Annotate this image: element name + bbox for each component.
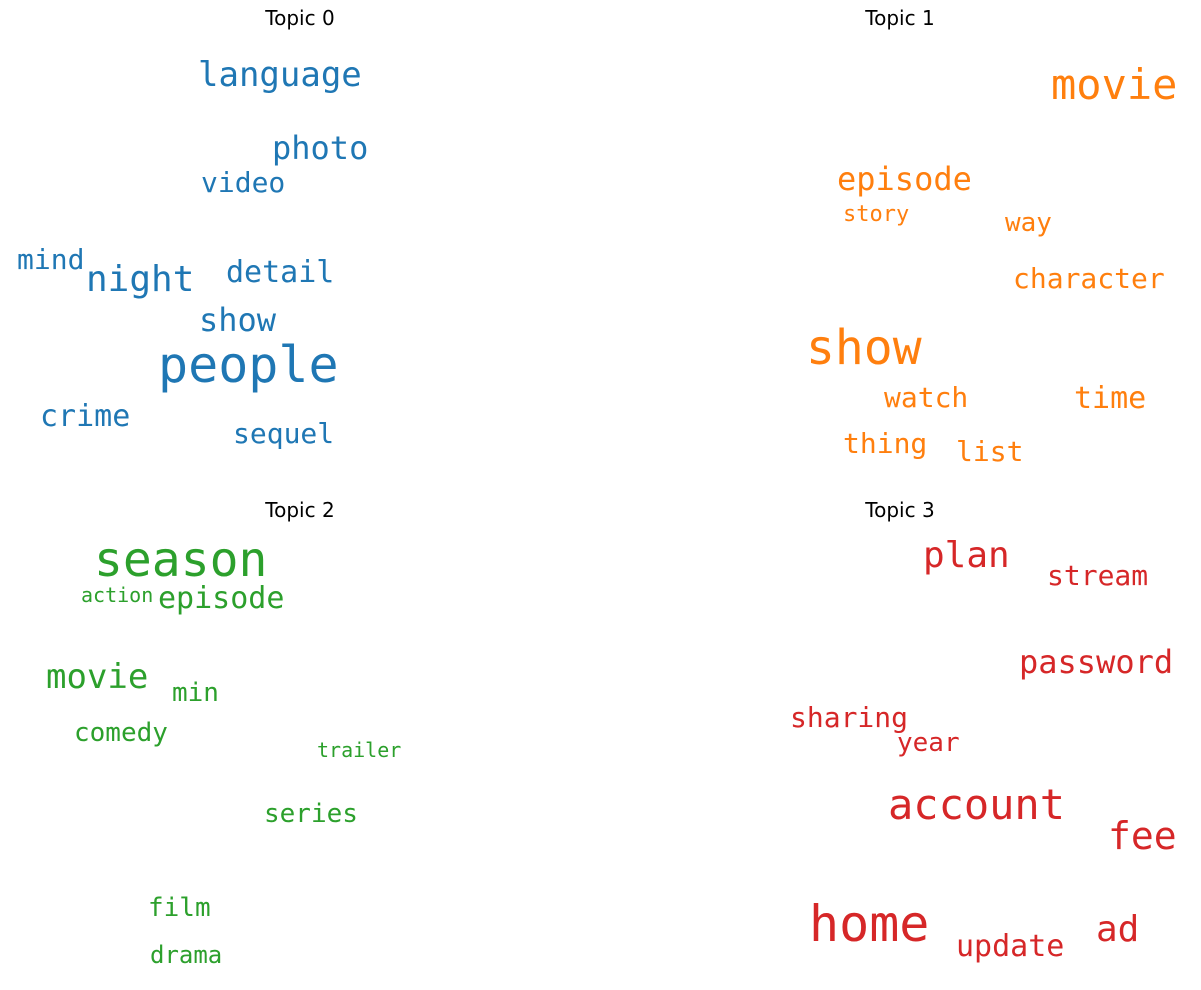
topic-1-word-movie: movie	[1051, 60, 1178, 109]
topic-1-panel: Topic 1 movie episode story way characte…	[600, 0, 1200, 490]
topic-1-word-thing: thing	[843, 427, 928, 460]
topic-2-word-drama: drama	[150, 941, 223, 969]
topic-0-panel: Topic 0 language photo video mind night …	[0, 0, 600, 490]
topic-0-word-mind: mind	[17, 243, 85, 276]
topic-3-word-password: password	[1019, 643, 1174, 681]
topic-2-word-film: film	[148, 893, 211, 923]
topic-2-word-season: season	[94, 532, 268, 588]
topic-1-word-show: show	[806, 320, 922, 376]
topic-3-word-sharing: sharing	[790, 701, 909, 734]
topic-1-word-way: way	[1005, 208, 1052, 238]
topic-3-word-home: home	[809, 895, 930, 953]
topic-1-title: Topic 1	[865, 6, 935, 30]
topic-3-word-year: year	[897, 728, 960, 758]
topic-2-title: Topic 2	[265, 498, 335, 522]
topic-2-word-trailer: trailer	[317, 738, 402, 762]
topic-0-word-language: language	[198, 55, 362, 95]
topic-2-word-episode: episode	[158, 581, 285, 616]
topic-0-word-people: people	[158, 336, 339, 394]
topic-0-word-sequel: sequel	[233, 417, 335, 450]
topic-2-panel: Topic 2 season action episode movie min …	[0, 492, 600, 988]
topic-2-word-series: series	[264, 799, 358, 829]
topic-1-word-time: time	[1074, 381, 1147, 416]
topic-0-word-show: show	[199, 301, 277, 339]
topic-3-title: Topic 3	[865, 498, 935, 522]
topic-1-word-list: list	[956, 435, 1024, 468]
topic-3-word-account: account	[888, 780, 1066, 829]
topic-0-word-night: night	[86, 259, 195, 300]
topic-2-word-movie: movie	[46, 657, 149, 697]
topic-3-word-plan: plan	[923, 535, 1010, 576]
topic-3-word-fee: fee	[1108, 814, 1177, 858]
topic-1-word-story: story	[843, 202, 910, 227]
topic-0-word-crime: crime	[40, 399, 131, 434]
topic-0-title: Topic 0	[265, 6, 335, 30]
topic-0-word-detail: detail	[226, 255, 335, 290]
topic-1-word-character: character	[1013, 262, 1165, 295]
topic-0-word-video: video	[201, 166, 286, 199]
topic-3-word-update: update	[956, 929, 1065, 964]
topic-2-word-min: min	[172, 678, 219, 708]
topic-0-word-photo: photo	[272, 129, 369, 167]
topic-2-word-action: action	[81, 583, 154, 607]
topic-1-word-episode: episode	[837, 160, 972, 198]
topic-1-word-watch: watch	[884, 381, 969, 414]
topic-3-word-stream: stream	[1047, 559, 1149, 592]
topic-3-word-ad: ad	[1096, 909, 1140, 950]
topic-3-panel: Topic 3 plan stream password sharing yea…	[600, 492, 1200, 988]
topic-2-word-comedy: comedy	[74, 718, 168, 748]
